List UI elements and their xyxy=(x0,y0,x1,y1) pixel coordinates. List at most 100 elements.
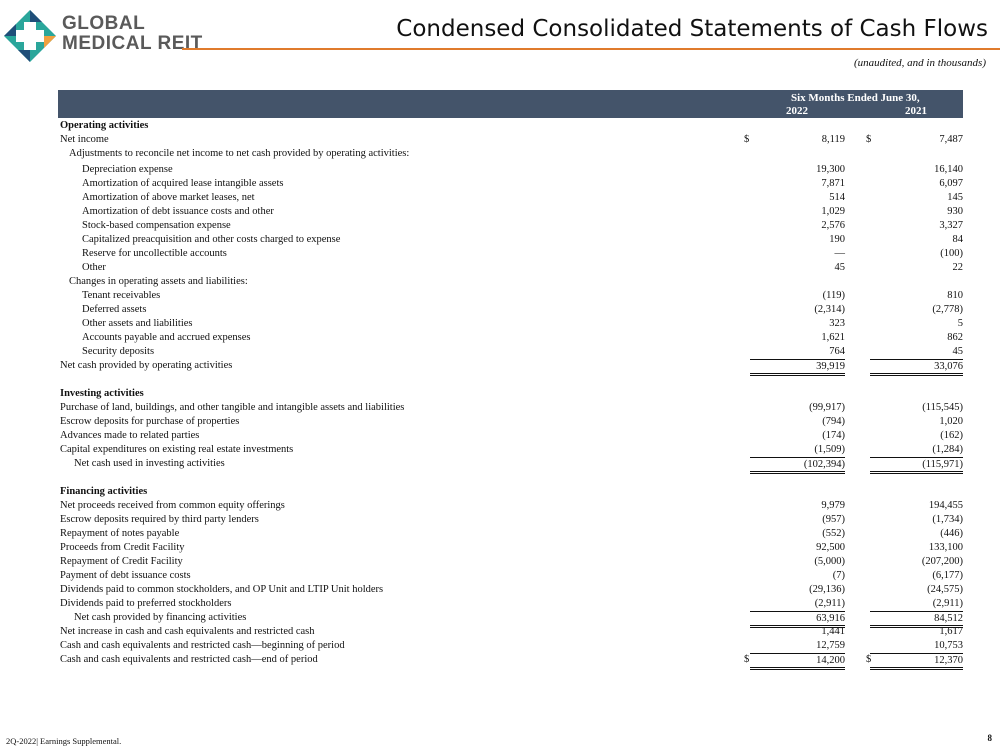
row-label: Payment of debt issuance costs xyxy=(60,570,191,581)
table-row: Advances made to related parties (174) (16… xyxy=(58,429,963,443)
page-subtitle: (unaudited, and in thousands) xyxy=(854,57,986,69)
value-2021: (162) xyxy=(940,430,963,441)
row-label: Amortization of above market leases, net xyxy=(82,192,255,203)
table-row: Dividends paid to preferred stockholders… xyxy=(58,597,963,611)
row-label: Repayment of Credit Facility xyxy=(60,556,183,567)
value-2022: 7,871 xyxy=(821,178,845,189)
table-row: Escrow deposits required by third party … xyxy=(58,513,963,527)
value-2022: 92,500 xyxy=(816,542,845,553)
table-row: Accounts payable and accrued expenses 1,6… xyxy=(58,331,963,345)
row-label: Capitalized preacquisition and other cos… xyxy=(82,234,341,245)
value-2022: 764 xyxy=(829,346,845,357)
section-heading: Operating activities xyxy=(58,119,963,133)
row-label: Net income xyxy=(60,134,109,145)
row-label: Capital expenditures on existing real es… xyxy=(60,444,294,455)
table-row: Net proceeds received from common equity… xyxy=(58,499,963,513)
table-row: Proceeds from Credit Facility 92,500 133,1… xyxy=(58,541,963,555)
row-label: Amortization of debt issuance costs and … xyxy=(82,206,274,217)
brand-line-1: GLOBAL xyxy=(62,13,146,34)
value-2021: 12,370 xyxy=(870,653,963,670)
section-heading: Investing activities xyxy=(58,387,963,401)
value-2021: (2,911) xyxy=(932,598,963,609)
value-2021: (100) xyxy=(940,248,963,259)
row-label: Cash and cash equivalents and restricted… xyxy=(60,654,318,665)
value-2022: 1,029 xyxy=(821,206,845,217)
value-2022: 14,200 xyxy=(750,653,845,670)
value-2021: (207,200) xyxy=(921,556,963,567)
value-2022: (957) xyxy=(822,514,845,525)
row-label: Dividends paid to common stockholders, a… xyxy=(60,584,384,595)
period-header: Six Months Ended June 30, xyxy=(791,92,920,104)
row-label: Advances made to related parties xyxy=(60,430,200,441)
row-label: Changes in operating assets and liabilit… xyxy=(69,276,248,287)
row-label: Stock-based compensation expense xyxy=(82,220,231,231)
value-2021: 930 xyxy=(947,206,963,217)
row-label: Net cash provided by financing activitie… xyxy=(74,612,247,623)
value-2022: (5,000) xyxy=(814,556,845,567)
cash-flow-table: Operating activities Net income 8,119 $7,48… xyxy=(58,119,964,670)
table-row: Amortization of above market leases, net… xyxy=(58,191,963,205)
value-2021: 16,140 xyxy=(934,164,963,175)
value-2021: 22 xyxy=(952,262,964,273)
value-2021: (446) xyxy=(940,528,963,539)
spacer-row xyxy=(58,373,963,387)
table-row: Changes in operating assets and liabilit… xyxy=(58,275,963,289)
value-2022: 19,300 xyxy=(816,164,845,175)
col-2021-header: 2021 xyxy=(905,105,927,117)
value-2021: (24,575) xyxy=(927,584,963,595)
row-label: Reserve for uncollectible accounts xyxy=(82,248,227,259)
row-label: Net cash provided by operating activitie… xyxy=(60,360,233,371)
value-2022: 45 xyxy=(834,262,846,273)
table-row: Security deposits 764 45 xyxy=(58,345,963,359)
value-2022: (119) xyxy=(822,290,845,301)
value-2021: 7,487 xyxy=(939,134,963,145)
value-2021: (2,778) xyxy=(932,304,963,315)
value-2022: (1,509) xyxy=(814,444,845,455)
title-rule xyxy=(182,48,1000,50)
value-2022: (174) xyxy=(822,430,845,441)
row-label: Other xyxy=(82,262,106,273)
value-2022: 2,576 xyxy=(821,220,845,231)
global-medical-reit-logo xyxy=(4,10,56,62)
row-label: Other assets and liabilities xyxy=(82,318,193,329)
section-heading: Financing activities xyxy=(58,485,963,499)
value-2021: (1,284) xyxy=(932,444,963,455)
table-row: Purchase of land, buildings, and other t… xyxy=(58,401,963,415)
value-2021: 84 xyxy=(952,234,964,245)
row-label: Accounts payable and accrued expenses xyxy=(82,332,251,343)
value-2021: 5 xyxy=(957,318,963,329)
value-2021: 3,327 xyxy=(939,220,963,231)
dollar-sign: $ xyxy=(866,654,872,665)
value-2021: (115,971) xyxy=(870,457,963,474)
row-label: Depreciation expense xyxy=(82,164,173,175)
value-2021: 1,020 xyxy=(939,416,963,427)
table-row: Depreciation expense 19,300 16,140 xyxy=(58,163,963,177)
value-2022: 63,916 xyxy=(750,611,845,628)
table-row: Net income 8,119 $7,487 $ xyxy=(58,133,963,147)
table-row: Net cash provided by financing activitie… xyxy=(58,611,963,628)
table-row: Capitalized preacquisition and other cos… xyxy=(58,233,963,247)
row-label: Repayment of notes payable xyxy=(60,528,180,539)
table-row: Dividends paid to common stockholders, a… xyxy=(58,583,963,597)
value-2022: 9,979 xyxy=(821,500,845,511)
value-2022: (29,136) xyxy=(809,584,845,595)
row-label: Financing activities xyxy=(60,486,148,497)
table-row: Repayment of notes payable (552) (446) xyxy=(58,527,963,541)
table-row: Payment of debt issuance costs (7) (6,177) xyxy=(58,569,963,583)
table-header: Six Months Ended June 30, 2022 2021 xyxy=(58,90,963,118)
value-2021: 194,455 xyxy=(928,500,963,511)
table-row: Capital expenditures on existing real es… xyxy=(58,443,963,457)
table-row: Net cash used in investing activities (10… xyxy=(58,457,963,474)
row-label: Escrow deposits for purchase of properti… xyxy=(60,416,240,427)
value-2021: 810 xyxy=(947,290,963,301)
dollar-sign: $ xyxy=(744,654,750,665)
table-row: Other assets and liabilities 323 5 xyxy=(58,317,963,331)
value-2022: 323 xyxy=(829,318,845,329)
value-2022: 12,759 xyxy=(816,640,845,651)
dollar-sign: $ xyxy=(866,134,872,145)
row-label: Net proceeds received from common equity… xyxy=(60,500,285,511)
row-label: Cash and cash equivalents and restricted… xyxy=(60,640,345,651)
value-2021: 133,100 xyxy=(928,542,963,553)
table-row: Reserve for uncollectible accounts — (100) xyxy=(58,247,963,261)
